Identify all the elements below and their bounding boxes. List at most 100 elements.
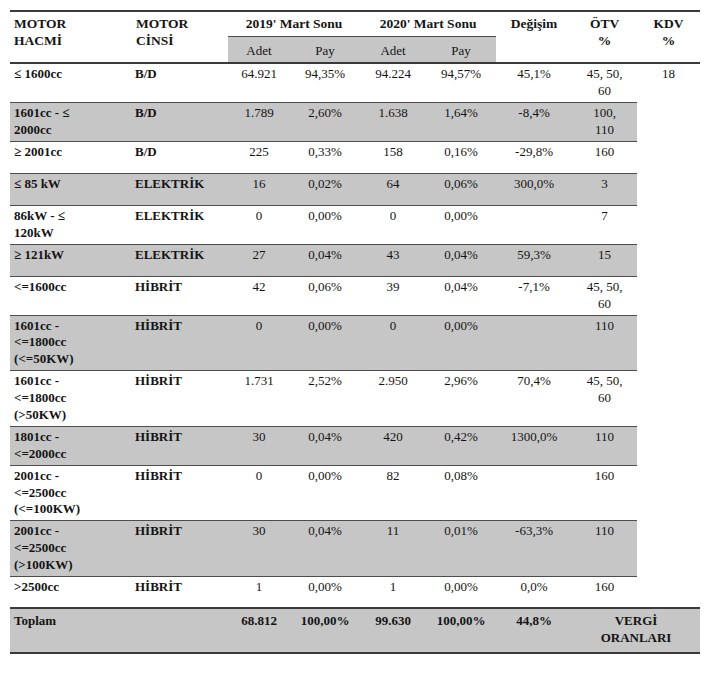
- cell-pay-2019: 0,00%: [290, 465, 360, 521]
- cell-engine-type: HİBRİT: [132, 371, 228, 427]
- cell-kdv: [637, 521, 700, 577]
- cell-otv: 3: [572, 173, 637, 205]
- table-row: <=1600cc HİBRİT 42 0,06% 39 0,04% -7,1% …: [10, 276, 700, 315]
- cell-adet-2019: 42: [228, 276, 290, 315]
- total-adet-2019: 68.812: [228, 608, 290, 653]
- cell-otv: 110: [572, 315, 637, 371]
- cell-adet-2020: 39: [360, 276, 426, 315]
- cell-adet-2019: 30: [228, 521, 290, 577]
- cell-pay-2020: 0,00%: [426, 205, 496, 244]
- cell-adet-2020: 420: [360, 426, 426, 465]
- cell-engine-capacity: ≥ 2001cc: [10, 141, 132, 173]
- cell-kdv: [637, 103, 700, 142]
- cell-pay-2020: 0,16%: [426, 141, 496, 173]
- cell-otv: 15: [572, 244, 637, 276]
- total-cins-empty: [132, 608, 228, 653]
- cell-adet-2020: 2.950: [360, 371, 426, 427]
- header-kdv: KDV %: [637, 11, 700, 63]
- cell-kdv: [637, 426, 700, 465]
- cell-engine-capacity: <=1600cc: [10, 276, 132, 315]
- cell-degisim: -63,3%: [496, 521, 572, 577]
- total-pay-2020: 100,00%: [426, 608, 496, 653]
- cell-adet-2020: 94.224: [360, 63, 426, 102]
- cell-degisim: 0,0%: [496, 576, 572, 608]
- vergi-oranlari-label: VERGİ ORANLARI: [572, 608, 700, 653]
- cell-degisim: 70,4%: [496, 371, 572, 427]
- cell-kdv: [637, 244, 700, 276]
- cell-adet-2020: 1: [360, 576, 426, 608]
- header-motor-cinsi: MOTOR CİNSİ: [132, 11, 228, 63]
- cell-pay-2019: 2,60%: [290, 103, 360, 142]
- total-pay-2019: 100,00%: [290, 608, 360, 653]
- cell-kdv: [637, 315, 700, 371]
- cell-engine-type: HİBRİT: [132, 576, 228, 608]
- cell-kdv: [637, 276, 700, 315]
- table-row: 1601cc - <=1800cc (>50KW) HİBRİT 1.731 2…: [10, 371, 700, 427]
- cell-engine-capacity: 2001cc - <=2500cc (<=100KW): [10, 465, 132, 521]
- cell-engine-capacity: ≤ 1600cc: [10, 63, 132, 102]
- cell-adet-2019: 225: [228, 141, 290, 173]
- cell-engine-capacity: ≥ 121kW: [10, 244, 132, 276]
- cell-pay-2019: 0,00%: [290, 315, 360, 371]
- cell-adet-2019: 1.789: [228, 103, 290, 142]
- cell-otv: 45, 50, 60: [572, 276, 637, 315]
- cell-pay-2020: 0,04%: [426, 244, 496, 276]
- cell-otv: 160: [572, 576, 637, 608]
- cell-engine-type: HİBRİT: [132, 465, 228, 521]
- cell-pay-2019: 0,04%: [290, 244, 360, 276]
- cell-adet-2020: 43: [360, 244, 426, 276]
- cell-kdv: [637, 173, 700, 205]
- cell-adet-2019: 27: [228, 244, 290, 276]
- header-otv: ÖTV %: [572, 11, 637, 63]
- cell-pay-2019: 0,02%: [290, 173, 360, 205]
- cell-adet-2019: 0: [228, 315, 290, 371]
- cell-otv: 110: [572, 521, 637, 577]
- header-motor-hacmi: MOTOR HACMİ: [10, 11, 132, 63]
- cell-engine-type: ELEKTRİK: [132, 173, 228, 205]
- cell-engine-type: HİBRİT: [132, 426, 228, 465]
- cell-adet-2020: 1.638: [360, 103, 426, 142]
- cell-pay-2019: 0,04%: [290, 426, 360, 465]
- cell-pay-2020: 0,08%: [426, 465, 496, 521]
- cell-otv: 45, 50, 60: [572, 63, 637, 102]
- cell-pay-2020: 1,64%: [426, 103, 496, 142]
- table-row: ≥ 121kW ELEKTRİK 27 0,04% 43 0,04% 59,3%…: [10, 244, 700, 276]
- cell-engine-capacity: 86kW - ≤ 120kW: [10, 205, 132, 244]
- cell-pay-2019: 0,04%: [290, 521, 360, 577]
- cell-degisim: 45,1%: [496, 63, 572, 102]
- cell-engine-type: B/D: [132, 63, 228, 102]
- cell-adet-2020: 82: [360, 465, 426, 521]
- table-body: ≤ 1600cc B/D 64.921 94,35% 94.224 94,57%…: [10, 63, 700, 608]
- cell-adet-2020: 158: [360, 141, 426, 173]
- cell-kdv: [637, 576, 700, 608]
- cell-kdv: [637, 205, 700, 244]
- cell-engine-type: HİBRİT: [132, 521, 228, 577]
- subheader-pay-2020: Pay: [426, 36, 496, 63]
- cell-pay-2019: 94,35%: [290, 63, 360, 102]
- table-row: 2001cc - <=2500cc (<=100KW) HİBRİT 0 0,0…: [10, 465, 700, 521]
- cell-kdv: [637, 141, 700, 173]
- table-row: 86kW - ≤ 120kW ELEKTRİK 0 0,00% 0 0,00% …: [10, 205, 700, 244]
- table-row: 1601cc - <=1800cc (<=50KW) HİBRİT 0 0,00…: [10, 315, 700, 371]
- cell-engine-capacity: 1601cc - <=1800cc (<=50KW): [10, 315, 132, 371]
- cell-pay-2019: 0,00%: [290, 205, 360, 244]
- cell-engine-type: HİBRİT: [132, 276, 228, 315]
- cell-adet-2019: 0: [228, 465, 290, 521]
- cell-adet-2020: 11: [360, 521, 426, 577]
- header-group-2020: 2020' Mart Sonu: [360, 11, 496, 36]
- cell-adet-2019: 16: [228, 173, 290, 205]
- table-row: 1601cc - ≤ 2000cc B/D 1.789 2,60% 1.638 …: [10, 103, 700, 142]
- cell-engine-capacity: ≤ 85 kW: [10, 173, 132, 205]
- vehicle-sales-tax-table: MOTOR HACMİ MOTOR CİNSİ 2019' Mart Sonu …: [10, 10, 700, 654]
- cell-otv: 160: [572, 465, 637, 521]
- header-group-2019: 2019' Mart Sonu: [228, 11, 360, 36]
- cell-pay-2020: 2,96%: [426, 371, 496, 427]
- cell-engine-capacity: 2001cc - <=2500cc (>100KW): [10, 521, 132, 577]
- cell-degisim: -8,4%: [496, 103, 572, 142]
- subheader-pay-2019: Pay: [290, 36, 360, 63]
- cell-otv: 110: [572, 426, 637, 465]
- cell-engine-capacity: >2500cc: [10, 576, 132, 608]
- table-row: 1801cc - <=2000cc HİBRİT 30 0,04% 420 0,…: [10, 426, 700, 465]
- cell-engine-capacity: 1601cc - <=1800cc (>50KW): [10, 371, 132, 427]
- cell-adet-2019: 64.921: [228, 63, 290, 102]
